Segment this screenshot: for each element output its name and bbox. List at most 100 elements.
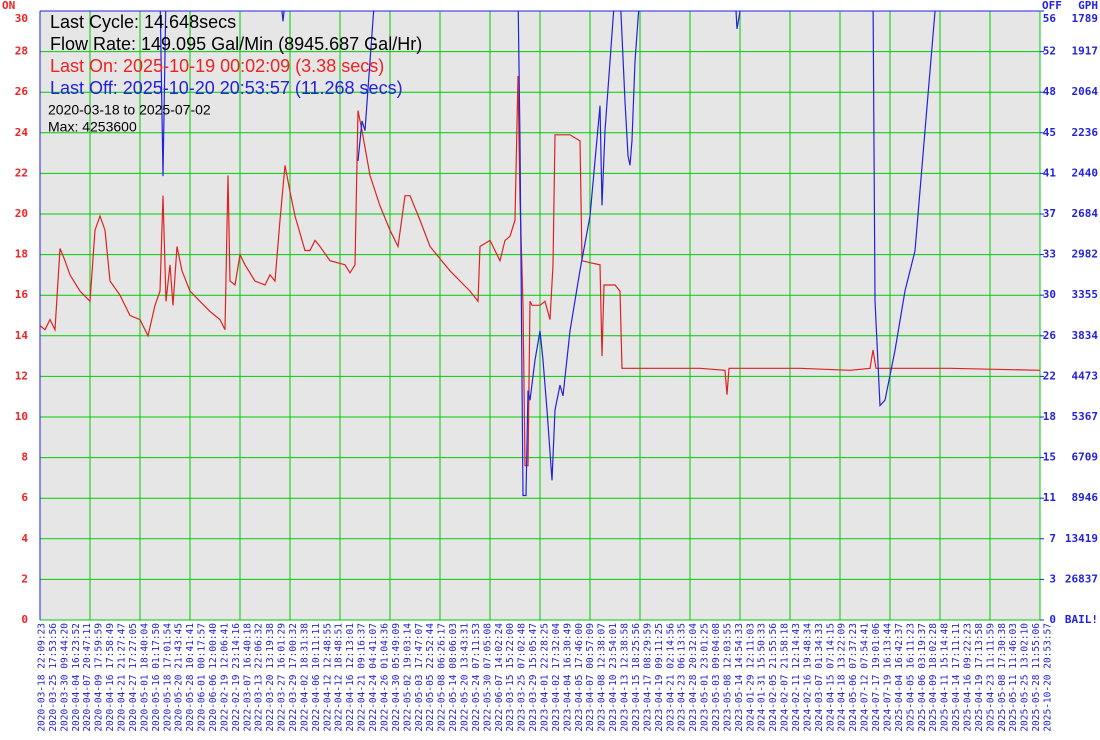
x-tick-label: 2023-03-29 15:05:47 bbox=[528, 623, 539, 732]
x-tick-label: 2022-03-27 16:01:29 bbox=[277, 623, 288, 732]
y-tick-label: 30 bbox=[15, 12, 28, 25]
x-tick-label: 2022-05-20 13:43:31 bbox=[459, 623, 470, 732]
y-tick-label: 2 bbox=[21, 572, 28, 585]
x-tick-label: 2020-04-07 20:47:11 bbox=[82, 623, 93, 732]
x-tick-label: 2023-04-28 20:32:04 bbox=[688, 623, 699, 732]
series-line bbox=[281, 11, 285, 22]
x-tick-label: 2022-05-05 22:52:44 bbox=[425, 623, 436, 732]
gph-tick-label: 3834 bbox=[1072, 329, 1099, 342]
y-tick-label: 16 bbox=[15, 288, 29, 301]
y2-tick-label: 3 bbox=[1049, 572, 1056, 585]
gph-tick-label: 1917 bbox=[1072, 45, 1099, 58]
y2-tick-label: 33 bbox=[1043, 248, 1056, 261]
x-tick-label: 2022-03-07 16:40:18 bbox=[242, 623, 253, 732]
x-tick-label: 2024-03-07 01:34:33 bbox=[814, 623, 825, 732]
y2-tick-label: 7 bbox=[1049, 532, 1056, 545]
x-tick-label: 2023-04-15 18:25:56 bbox=[631, 623, 642, 732]
x-tick-label: 2020-03-18 22:09:23 bbox=[37, 623, 48, 732]
x-tick-label: 2022-05-14 08:06:03 bbox=[448, 623, 459, 732]
y-tick-label: 8 bbox=[21, 451, 28, 464]
x-tick-label: 2023-05-01 23:01:25 bbox=[700, 623, 711, 732]
y2-tick-label: 45 bbox=[1043, 126, 1056, 139]
x-tick-label: 2024-01-31 15:50:33 bbox=[757, 623, 768, 732]
x-tick-label: 2022-05-03 17:47:07 bbox=[414, 623, 425, 732]
right-axis-title: OFF bbox=[1042, 0, 1062, 12]
y-tick-label: 28 bbox=[15, 45, 28, 58]
x-tick-label: 2022-03-29 17:00:32 bbox=[288, 623, 299, 732]
x-tick-label: 2024-02-05 21:55:56 bbox=[768, 623, 779, 732]
y2-tick-label: 48 bbox=[1043, 85, 1056, 98]
x-tick-label: 2023-04-01 22:28:25 bbox=[540, 623, 551, 732]
y2-tick-label: 30 bbox=[1043, 288, 1056, 301]
series-line bbox=[872, 11, 936, 408]
gph-tick-label: 2236 bbox=[1072, 126, 1099, 139]
x-tick-label: 2022-05-08 06:26:17 bbox=[437, 623, 448, 732]
x-tick-label: 2024-02-07 21:58:18 bbox=[780, 623, 791, 732]
x-tick-label: 2022-04-06 10:11:11 bbox=[311, 623, 322, 732]
x-tick-label: 2023-04-13 12:38:58 bbox=[620, 623, 631, 732]
annotation: 2020-03-18 to 2025-07-02 bbox=[48, 102, 211, 118]
y-tick-label: 22 bbox=[15, 166, 28, 179]
x-tick-label: 2020-04-16 17:58:49 bbox=[105, 623, 116, 732]
annotation: Last Off: 2025-10-20 20:53:57 (11.268 se… bbox=[50, 78, 403, 98]
gph-tick-label: 2982 bbox=[1072, 248, 1099, 261]
x-tick-label: 2024-07-12 07:54:41 bbox=[860, 623, 871, 732]
y2-tick-label: 37 bbox=[1043, 207, 1056, 220]
x-tick-label: 2022-04-12 18:48:51 bbox=[334, 623, 345, 732]
x-tick-label: 2024-07-17 19:01:06 bbox=[871, 623, 882, 732]
x-tick-label: 2023-03-25 07:02:48 bbox=[517, 623, 528, 732]
y-tick-label: 0 bbox=[21, 613, 28, 626]
x-tick-label: 2024-01-29 12:11:03 bbox=[745, 623, 756, 732]
x-tick-label: 2022-04-16 12:13:01 bbox=[345, 623, 356, 732]
annotation: Last On: 2025-10-19 00:02:09 (3.38 secs) bbox=[50, 56, 384, 76]
gph-tick-label: 3355 bbox=[1072, 288, 1099, 301]
y2-tick-label: 26 bbox=[1043, 329, 1057, 342]
gph-tick-label: 4473 bbox=[1072, 369, 1099, 382]
x-tick-label: 2023-05-14 14:54:33 bbox=[734, 623, 745, 732]
x-tick-label: 2022-02-19 12:06:41 bbox=[219, 623, 230, 732]
y-tick-label: 10 bbox=[15, 410, 28, 423]
annotation: Max: 4253600 bbox=[48, 119, 137, 135]
y-tick-label: 12 bbox=[15, 369, 28, 382]
series-line bbox=[517, 11, 615, 497]
y-tick-label: 14 bbox=[15, 329, 29, 342]
y2-tick-label: 18 bbox=[1043, 410, 1056, 423]
gph-tick-label: 13419 bbox=[1065, 532, 1098, 545]
x-tick-label: 2025-04-23 11:11:59 bbox=[985, 623, 996, 732]
y-tick-label: 24 bbox=[15, 126, 29, 139]
x-tick-label: 2022-04-30 05:49:09 bbox=[391, 623, 402, 732]
x-tick-label: 2022-05-02 19:03:14 bbox=[402, 623, 413, 732]
x-tick-label: 2023-04-10 23:54:01 bbox=[608, 623, 619, 732]
gph-tick-label: 2684 bbox=[1072, 207, 1099, 220]
x-tick-label: 2022-03-20 13:19:38 bbox=[265, 623, 276, 732]
series-line bbox=[735, 11, 741, 30]
x-tick-label: 2022-04-21 09:16:37 bbox=[357, 623, 368, 732]
x-tick-label: 2020-04-04 16:23:52 bbox=[71, 623, 82, 732]
x-tick-label: 2022-02-19 23:14:16 bbox=[231, 623, 242, 732]
y-tick-label: 20 bbox=[15, 207, 28, 220]
annotation: Flow Rate: 149.095 Gal/Min (8945.687 Gal… bbox=[50, 34, 422, 54]
gph-axis-title: GPH bbox=[1078, 0, 1098, 12]
y-tick-label: 4 bbox=[21, 532, 28, 545]
y2-tick-label: 41 bbox=[1043, 166, 1057, 179]
x-tick-label: 2023-04-04 16:30:49 bbox=[562, 623, 573, 732]
x-tick-label: 2020-04-09 17:59:59 bbox=[94, 623, 105, 732]
left-axis-title: ON bbox=[2, 0, 15, 12]
x-tick-label: 2020-05-20 21:43:45 bbox=[174, 623, 185, 732]
annotation: Last Cycle: 14.648secs bbox=[50, 12, 236, 32]
gph-tick-label: 2440 bbox=[1072, 166, 1099, 179]
x-tick-label: 2020-05-16 01:17:50 bbox=[151, 623, 162, 732]
x-tick-label: 2025-04-05 16:11:23 bbox=[905, 623, 916, 732]
x-tick-label: 2025-05-08 17:30:38 bbox=[997, 623, 1008, 732]
x-tick-label: 2024-02-16 19:48:34 bbox=[802, 623, 813, 732]
x-tick-label: 2025-04-14 17:11:11 bbox=[951, 623, 962, 732]
x-tick-label: 2023-04-17 08:29:59 bbox=[642, 623, 653, 732]
x-tick-label: 2023-04-07 00:57:09 bbox=[585, 623, 596, 732]
x-tick-label: 2024-02-11 12:14:43 bbox=[791, 623, 802, 732]
x-tick-label: 2025-04-06 03:19:37 bbox=[917, 623, 928, 732]
x-tick-label: 2025-04-04 16:42:37 bbox=[894, 623, 905, 732]
x-tick-label: 2022-04-12 12:48:55 bbox=[322, 623, 333, 732]
x-tick-label: 2023-04-05 17:46:00 bbox=[574, 623, 585, 732]
x-tick-label: 2022-06-07 14:02:24 bbox=[494, 623, 505, 732]
